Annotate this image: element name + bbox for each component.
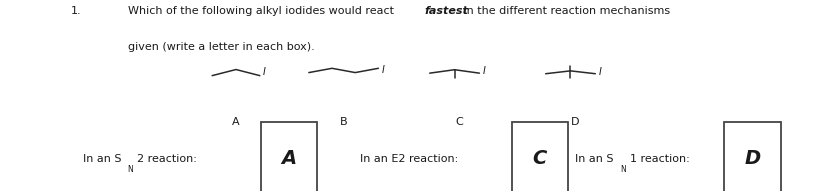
Text: D: D — [743, 149, 760, 168]
Text: Which of the following alkyl iodides would react: Which of the following alkyl iodides wou… — [128, 6, 397, 16]
Text: 1.: 1. — [70, 6, 81, 16]
Text: In an S: In an S — [575, 154, 613, 163]
Bar — [724, 122, 780, 191]
Text: D: D — [571, 117, 579, 127]
Text: In an E2 reaction:: In an E2 reaction: — [360, 154, 458, 163]
Text: I: I — [263, 67, 265, 77]
Text: in the different reaction mechanisms: in the different reaction mechanisms — [459, 6, 669, 16]
Text: N: N — [619, 165, 625, 175]
Text: B: B — [339, 117, 347, 127]
Text: I: I — [598, 67, 600, 77]
Text: 1 reaction:: 1 reaction: — [629, 154, 689, 163]
Text: N: N — [127, 165, 133, 175]
Text: given (write a letter in each box).: given (write a letter in each box). — [128, 42, 315, 52]
Text: fastest: fastest — [424, 6, 468, 16]
Text: 2 reaction:: 2 reaction: — [137, 154, 197, 163]
Text: A: A — [232, 117, 240, 127]
Text: I: I — [482, 66, 485, 76]
Text: A: A — [281, 149, 296, 168]
Text: I: I — [381, 65, 384, 75]
Text: C: C — [532, 149, 547, 168]
Text: C: C — [455, 117, 463, 127]
Bar — [261, 122, 317, 191]
Bar — [511, 122, 567, 191]
Text: In an S: In an S — [83, 154, 121, 163]
